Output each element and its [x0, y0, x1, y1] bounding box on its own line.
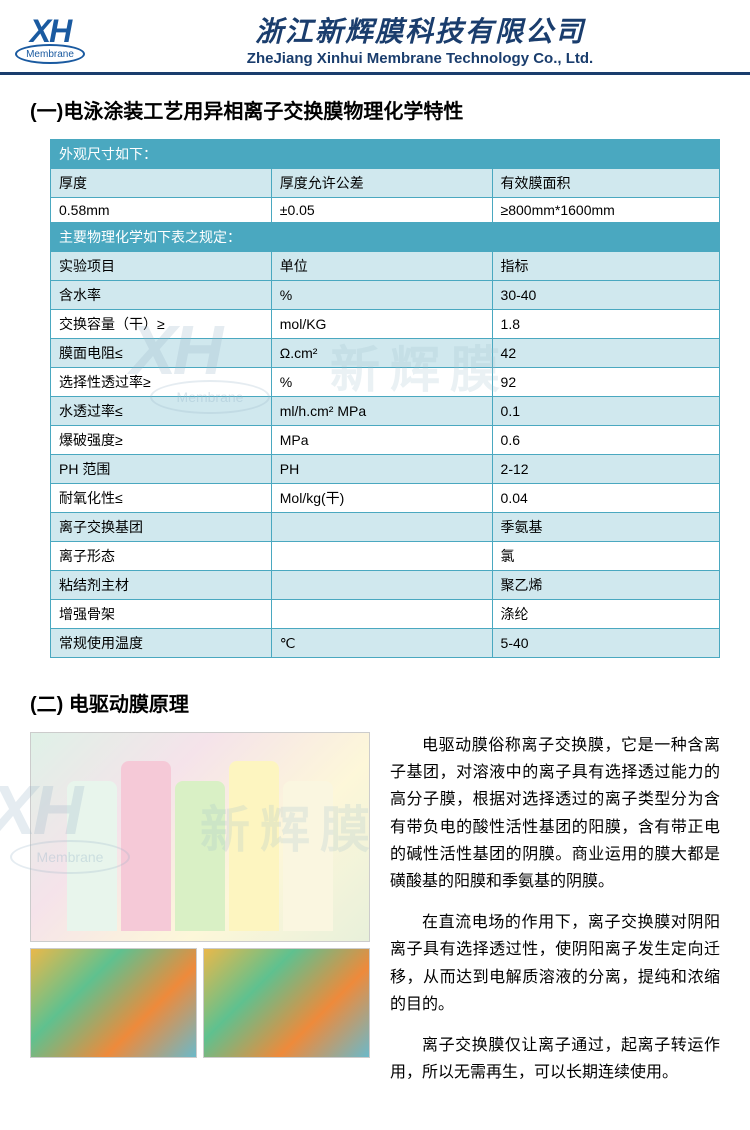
table-cell: 单位 — [271, 252, 492, 281]
table-cell — [271, 542, 492, 571]
table-cell: 厚度 — [51, 169, 272, 198]
section1-heading: (一)电泳涂装工艺用异相离子交换膜物理化学特性 — [30, 95, 720, 124]
table-cell: 厚度允许公差 — [271, 169, 492, 198]
product-image-1 — [30, 732, 370, 942]
table-cell: 含水率 — [51, 281, 272, 310]
table-cell: 选择性透过率≥ — [51, 368, 272, 397]
table-cell: 92 — [492, 368, 719, 397]
table-cell: 42 — [492, 339, 719, 368]
table-cell: 0.1 — [492, 397, 719, 426]
table-cell: 离子交换基团 — [51, 513, 272, 542]
table-cell: 水透过率≤ — [51, 397, 272, 426]
section2-heading: (二) 电驱动膜原理 — [30, 688, 720, 717]
table-cell: PH 范围 — [51, 455, 272, 484]
table-cell: Mol/kg(干) — [271, 484, 492, 513]
table-cell: 0.6 — [492, 426, 719, 455]
table-cell: PH — [271, 455, 492, 484]
table-cell: 2-12 — [492, 455, 719, 484]
table-cell: ml/h.cm² MPa — [271, 397, 492, 426]
content-area: (一)电泳涂装工艺用异相离子交换膜物理化学特性 外观尺寸如下： 厚度 厚度允许公… — [0, 75, 750, 1130]
table-cell: 季氨基 — [492, 513, 719, 542]
table-cell: ±0.05 — [271, 198, 492, 223]
page: XH Membrane 浙江新辉膜科技有限公司 ZheJiang Xinhui … — [0, 0, 750, 1130]
section2-body: 电驱动膜俗称离子交换膜，它是一种含离子基团，对溶液中的离子具有选择透过能力的高分… — [30, 732, 720, 1100]
page-header: XH Membrane 浙江新辉膜科技有限公司 ZheJiang Xinhui … — [0, 0, 750, 75]
table-cell: 膜面电阻≤ — [51, 339, 272, 368]
company-name-en: ZheJiang Xinhui Membrane Technology Co.,… — [105, 50, 735, 67]
table-cell: 粘结剂主材 — [51, 571, 272, 600]
table-subheader: 主要物理化学如下表之规定： — [51, 223, 720, 252]
table-cell: 增强骨架 — [51, 600, 272, 629]
text-column: 电驱动膜俗称离子交换膜，它是一种含离子基团，对溶液中的离子具有选择透过能力的高分… — [390, 732, 720, 1100]
table-cell — [271, 513, 492, 542]
table-cell: Ω.cm² — [271, 339, 492, 368]
paragraph: 离子交换膜仅让离子通过，起离子转运作用，所以无需再生，可以长期连续使用。 — [390, 1032, 720, 1086]
paragraph: 在直流电场的作用下，离子交换膜对阴阳离子具有选择透过性，使阴阳离子发生定向迁移，… — [390, 909, 720, 1018]
table-cell: 氯 — [492, 542, 719, 571]
table-cell: 指标 — [492, 252, 719, 281]
table-cell: 常规使用温度 — [51, 629, 272, 658]
table-cell: 聚乙烯 — [492, 571, 719, 600]
paragraph: 电驱动膜俗称离子交换膜，它是一种含离子基团，对溶液中的离子具有选择透过能力的高分… — [390, 732, 720, 895]
product-image-3 — [203, 948, 370, 1058]
table-cell — [271, 571, 492, 600]
table-cell — [271, 600, 492, 629]
company-logo: XH Membrane — [15, 13, 85, 64]
table-cell: 耐氧化性≤ — [51, 484, 272, 513]
table-cell: 涤纶 — [492, 600, 719, 629]
company-title-block: 浙江新辉膜科技有限公司 ZheJiang Xinhui Membrane Tec… — [105, 10, 735, 67]
table-cell: mol/KG — [271, 310, 492, 339]
table-cell: 5-40 — [492, 629, 719, 658]
image-column — [30, 732, 370, 1100]
product-image-2 — [30, 948, 197, 1058]
table-cell: ≥800mm*1600mm — [492, 198, 719, 223]
company-name-cn: 浙江新辉膜科技有限公司 — [105, 10, 735, 50]
spec-table: 外观尺寸如下： 厚度 厚度允许公差 有效膜面积 0.58mm ±0.05 ≥80… — [50, 139, 720, 658]
table-cell: % — [271, 368, 492, 397]
table-cell: MPa — [271, 426, 492, 455]
table-cell: 离子形态 — [51, 542, 272, 571]
table-cell: 0.04 — [492, 484, 719, 513]
table-cell: 交换容量（干）≥ — [51, 310, 272, 339]
table-cell: 实验项目 — [51, 252, 272, 281]
table-cell: 0.58mm — [51, 198, 272, 223]
table-cell: ℃ — [271, 629, 492, 658]
table-subheader: 外观尺寸如下： — [51, 140, 720, 169]
logo-subtext: Membrane — [15, 44, 85, 64]
table-cell: 爆破强度≥ — [51, 426, 272, 455]
table-cell: % — [271, 281, 492, 310]
table-cell: 1.8 — [492, 310, 719, 339]
table-cell: 有效膜面积 — [492, 169, 719, 198]
table-cell: 30-40 — [492, 281, 719, 310]
